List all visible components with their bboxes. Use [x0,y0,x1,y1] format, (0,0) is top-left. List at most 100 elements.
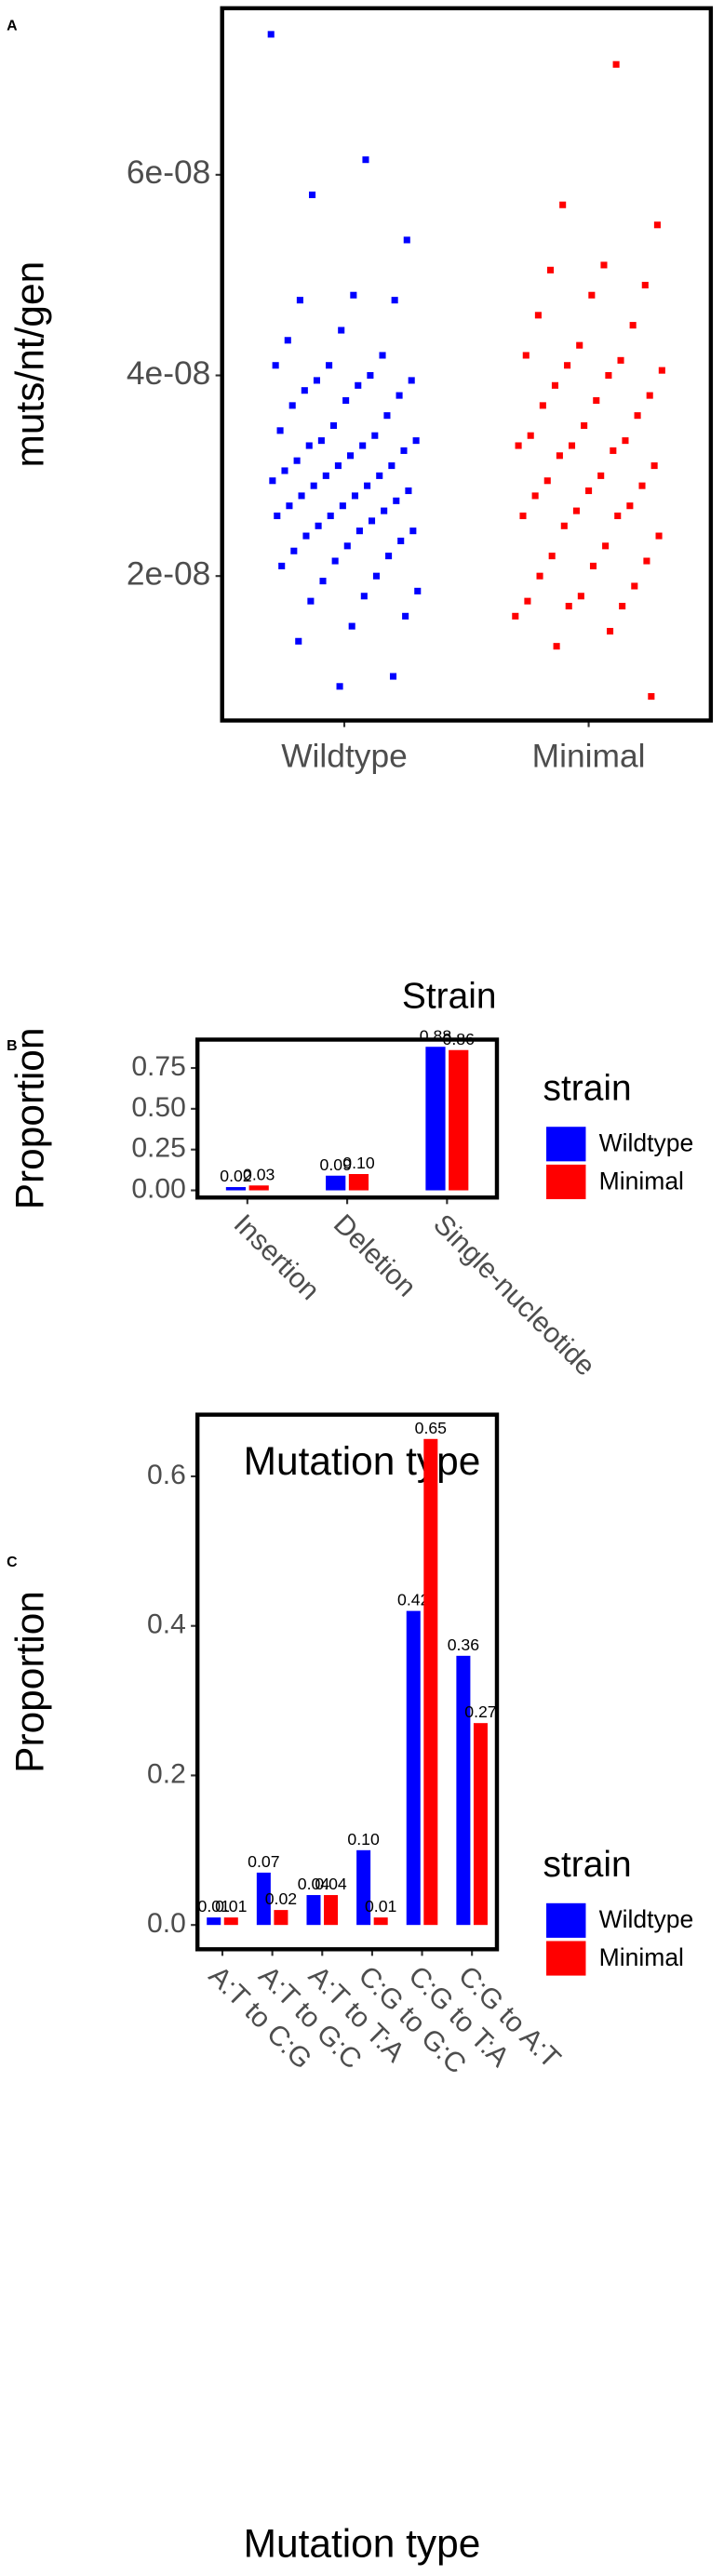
data-point [293,457,301,464]
data-point [641,281,649,289]
data-point [634,412,641,420]
data-point [338,327,345,334]
data-point [589,562,597,569]
bar [356,1849,371,1926]
bar-value-label: 0.01 [198,1897,230,1915]
data-point [602,542,610,550]
data-point [653,221,661,229]
bar [373,1917,388,1926]
bar-value-label: 0.03 [243,1165,275,1183]
data-point [536,572,543,580]
y-tick-label: 6e-08 [127,154,210,191]
data-point [524,597,531,605]
bar-value-label: 0.42 [397,1591,429,1609]
data-point [331,557,339,565]
data-point [588,291,596,299]
legend-label: Minimal [599,1167,684,1195]
data-point [553,643,560,650]
bar [225,1187,247,1191]
data-point [543,477,551,485]
data-point [322,472,329,479]
bar-value-label: 0.04 [298,1875,330,1893]
bar [425,1047,446,1191]
legend-key [546,1164,586,1200]
data-point [347,452,355,460]
x-tick-label: Minimal [532,738,646,774]
data-point [576,341,583,349]
bar-value-label: 0.10 [342,1154,375,1172]
x-axis-title: Mutation type [244,2521,481,2565]
data-point [350,291,357,299]
data-point [531,492,539,500]
legend-label: Wildtype [599,1129,694,1157]
data-point [539,402,546,409]
x-tick-label: Wildtype [281,738,408,774]
y-axis-title: Proportion [8,1028,52,1210]
data-point [617,356,624,364]
data-point [307,597,315,605]
data-point [315,522,322,529]
data-point [368,517,376,525]
data-point [334,462,342,470]
x-axis-title: Mutation type [244,1439,481,1483]
bar [248,1185,269,1191]
data-point [389,673,397,680]
data-point [597,472,605,479]
y-tick-label: 0.2 [147,1758,186,1789]
y-tick-label: 4e-08 [127,355,210,392]
y-tick-label: 0.0 [147,1908,186,1939]
data-point [612,60,620,68]
legend-key [546,1941,586,1976]
data-point [388,462,396,470]
data-point [515,442,522,449]
data-point [402,612,409,620]
bar [456,1655,471,1926]
data-point [581,421,588,429]
data-point [626,502,634,510]
data-point [383,412,391,420]
y-tick-label: 2e-08 [127,556,210,593]
bar-value-label: 0.10 [347,1830,380,1849]
data-point [272,362,279,369]
data-point [298,492,305,500]
data-point [360,593,368,600]
bar [256,1872,271,1926]
data-point [288,402,296,409]
data-point [305,442,313,449]
data-point [610,447,617,454]
bar-value-label: 0.01 [215,1897,247,1915]
bar [449,1049,469,1191]
data-point [622,437,629,445]
data-point [342,396,350,405]
data-point [381,507,388,514]
data-point [572,507,580,514]
y-tick-label: 0.00 [131,1173,185,1204]
bar-value-label: 0.27 [464,1702,496,1721]
y-tick-label: 0.75 [131,1051,185,1082]
data-point [284,337,291,344]
panel-label: B [7,1038,18,1054]
data-point [560,522,568,529]
data-point [577,593,584,600]
data-point [313,377,320,384]
data-point [547,266,555,274]
data-point [329,421,338,429]
bar [423,1438,438,1926]
legend-key [546,1902,586,1938]
data-point [343,542,351,550]
data-point [355,527,363,535]
data-point [355,381,362,389]
x-tick-label: Insertion [228,1208,326,1306]
data-point [522,352,530,359]
data-point [585,487,593,495]
panel-label: C [7,1555,18,1570]
bar-value-label: 0.02 [220,1167,251,1185]
bar [473,1723,488,1926]
bar [306,1895,321,1926]
y-tick-label: 0.4 [147,1609,186,1640]
data-point [372,572,380,580]
x-tick-label: Single-nucleotide [427,1208,600,1381]
panel-border [220,6,714,723]
